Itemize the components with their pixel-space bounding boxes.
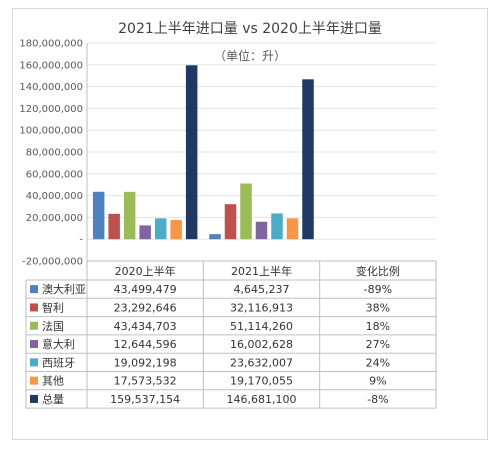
y-tick-label: 20,000,000 — [26, 213, 83, 224]
bar — [209, 234, 221, 240]
data-label: 32,116,913 — [230, 301, 293, 314]
data-label: 19,092,198 — [114, 356, 177, 369]
data-label: -89% — [364, 283, 392, 296]
data-label: 16,002,628 — [230, 338, 293, 351]
bar — [286, 218, 299, 240]
legend-label: 智利 — [42, 300, 64, 314]
y-tick-label: 120,000,000 — [19, 104, 83, 115]
bar — [170, 220, 182, 240]
legend-label: 意大利 — [42, 337, 75, 351]
bar — [108, 213, 120, 240]
chart-subtitle: （单位：升） — [213, 49, 286, 63]
legend-swatch — [30, 303, 38, 312]
bar — [302, 79, 314, 240]
bar — [224, 204, 237, 240]
data-label: 51,114,260 — [230, 320, 293, 333]
y-tick-label: 180,000,000 — [19, 39, 83, 50]
legend-swatch — [30, 285, 38, 294]
x-category-label: 2020上半年 — [115, 264, 176, 278]
data-label: 23,292,646 — [114, 301, 177, 314]
data-label: 43,499,479 — [114, 283, 177, 296]
y-tick-label: 160,000,000 — [19, 60, 83, 71]
data-label: 23,632,007 — [230, 356, 293, 369]
data-label: 43,434,703 — [114, 320, 177, 333]
y-tick-label: 80,000,000 — [26, 148, 83, 159]
data-label: 17,573,532 — [114, 375, 177, 388]
data-label: 27% — [366, 338, 390, 351]
chart-title: 2021上半年进口量 vs 2020上半年进口量 — [118, 21, 382, 37]
x-category-label: 2021上半年 — [231, 264, 292, 278]
y-tick-label: 100,000,000 — [19, 126, 83, 137]
legend-label: 其他 — [42, 375, 64, 388]
data-label: 159,537,154 — [110, 393, 180, 406]
legend-swatch — [30, 358, 38, 367]
chart-frame — [12, 8, 488, 440]
bar — [240, 183, 252, 240]
y-tick-label: 60,000,000 — [26, 169, 83, 180]
bar — [271, 213, 283, 240]
bar — [139, 225, 151, 240]
y-tick-label: -20,000,000 — [22, 257, 83, 268]
legend-swatch — [30, 340, 38, 349]
data-label: -8% — [367, 393, 388, 406]
legend-swatch — [30, 321, 38, 330]
bar — [123, 191, 136, 240]
x-category-label: 变化比例 — [356, 264, 400, 278]
legend-label: 澳大利亚 — [42, 282, 86, 296]
bar — [185, 65, 198, 240]
bar — [255, 221, 268, 240]
data-label: 9% — [369, 375, 386, 388]
y-tick-label: 140,000,000 — [19, 82, 83, 93]
data-label: 4,645,237 — [234, 283, 290, 296]
legend-label: 西班牙 — [42, 356, 75, 369]
y-tick-label: - — [79, 235, 83, 246]
data-label: 146,681,100 — [227, 393, 297, 406]
data-label: 19,170,055 — [230, 375, 293, 388]
legend-label: 总量 — [42, 392, 64, 406]
data-label: 24% — [366, 356, 390, 369]
data-label: 18% — [366, 320, 390, 333]
data-label: 38% — [366, 301, 390, 314]
legend-swatch — [30, 394, 38, 403]
bar — [92, 191, 105, 240]
legend-swatch — [30, 376, 38, 385]
legend-label: 法国 — [42, 319, 64, 333]
data-label: 12,644,596 — [114, 338, 177, 351]
y-tick-label: 40,000,000 — [26, 191, 83, 202]
bar — [154, 218, 167, 240]
